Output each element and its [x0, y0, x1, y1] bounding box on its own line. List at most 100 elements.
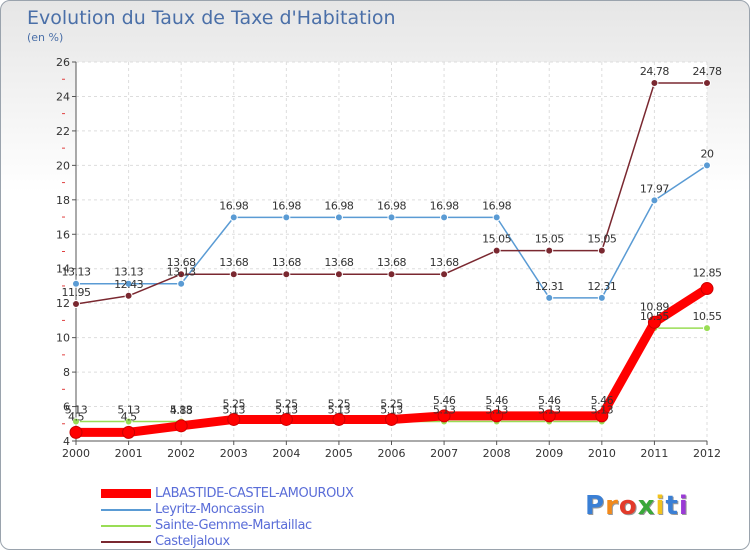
data-label: 5.25 [380, 397, 403, 410]
x-tick-label: 2000 [62, 447, 90, 460]
data-point [124, 279, 133, 288]
logo-letter: t [665, 491, 679, 521]
data-label: 10.55 [640, 310, 669, 323]
data-label: 13.68 [377, 256, 406, 269]
data-label: 4.5 [121, 410, 137, 423]
legend-swatch [101, 525, 151, 527]
data-label: 16.98 [482, 199, 511, 212]
data-label: 5.25 [275, 397, 298, 410]
data-label: 5.25 [223, 397, 246, 410]
x-tick-label: 2007 [430, 447, 458, 460]
y-tick-label: 24 [56, 90, 70, 103]
x-tick-label: 2005 [325, 447, 353, 460]
data-point [545, 293, 554, 302]
data-label: 13.68 [167, 256, 196, 269]
data-point [703, 79, 711, 88]
data-label: 5.13 [485, 404, 508, 417]
data-label: 13.68 [430, 256, 459, 269]
data-label: 4.5 [68, 410, 84, 423]
data-label: 11.95 [62, 286, 91, 299]
data-point [700, 282, 714, 296]
data-label: 13.13 [62, 266, 91, 279]
data-point [279, 412, 293, 426]
y-tick-label: 10 [56, 332, 70, 345]
data-label: 13.13 [167, 266, 196, 279]
data-label: 5.13 [591, 404, 614, 417]
data-point [229, 270, 238, 279]
data-label: 5.13 [275, 404, 298, 417]
data-label: 5.25 [328, 397, 351, 410]
data-label: 13.68 [272, 256, 301, 269]
data-point [124, 291, 133, 300]
x-tick-label: 2009 [535, 447, 563, 460]
logo-letter: P [585, 491, 606, 521]
data-point [227, 412, 241, 426]
y-tick-label: 20 [56, 159, 70, 172]
data-label: 24.78 [640, 65, 669, 78]
data-point [177, 279, 186, 288]
y-tick-label: 8 [63, 366, 70, 379]
data-point [72, 417, 80, 426]
x-tick-label: 2012 [693, 447, 721, 460]
y-tick-label: 22 [56, 125, 70, 138]
data-point [545, 246, 554, 255]
data-label: 15.05 [482, 233, 511, 246]
x-tick-label: 2003 [220, 447, 248, 460]
y-tick-label: 16 [56, 228, 70, 241]
data-label: 5.46 [433, 394, 456, 407]
data-label: 13.68 [219, 256, 248, 269]
line-chart: 4 6 8 10 12 14 16 18 20 22 24 26 2000 2001 2002 2003 200… [56, 56, 722, 460]
data-point [542, 409, 556, 423]
data-label: 4.88 [170, 404, 193, 417]
logo-letter: x [637, 491, 656, 521]
data-label: 16.98 [219, 199, 248, 212]
data-point [174, 419, 188, 433]
proxiti-logo: Proxiti [585, 491, 689, 521]
data-label: 16.98 [324, 199, 353, 212]
data-label: 17.97 [640, 182, 669, 195]
data-point [650, 196, 659, 205]
logo-letter: i [678, 491, 689, 521]
legend-label: LABASTIDE-CASTEL-AMOUROUX [155, 486, 354, 501]
y-tick-label: 12 [56, 297, 70, 310]
data-point [437, 409, 451, 423]
data-label: 12.85 [693, 267, 722, 280]
chart-title: Evolution du Taux de Taxe d'Habitation [27, 7, 396, 29]
data-point [72, 279, 80, 288]
data-point [282, 213, 291, 222]
x-tick-label: 2008 [483, 447, 511, 460]
data-point [490, 409, 504, 423]
data-point [387, 213, 396, 222]
y-tick-label: 26 [56, 56, 70, 69]
x-tick-label: 2010 [588, 447, 616, 460]
data-label: 15.05 [535, 233, 564, 246]
data-point [334, 270, 343, 279]
y-tick-label: 4 [63, 435, 70, 448]
chart-subtitle: (en %) [27, 31, 64, 44]
y-tick-label: 6 [63, 401, 70, 414]
x-tick-label: 2001 [115, 447, 143, 460]
legend-label: Sainte-Gemme-Martaillac [155, 518, 312, 533]
data-point [440, 213, 449, 222]
data-point [440, 270, 449, 279]
data-label: 20 [701, 147, 714, 160]
y-tick-label: 18 [56, 194, 70, 207]
data-label: 5.13 [65, 404, 88, 417]
data-point [595, 409, 609, 423]
data-point [703, 324, 711, 333]
data-label: 12.31 [587, 280, 616, 293]
x-tick-label: 2006 [378, 447, 406, 460]
data-label: 10.55 [693, 310, 722, 323]
data-point [229, 213, 238, 222]
data-point [124, 417, 133, 426]
data-label: 5.13 [223, 404, 246, 417]
data-point [282, 270, 291, 279]
legend-swatch [101, 541, 151, 543]
data-point [597, 293, 606, 302]
data-point [650, 79, 659, 88]
legend-label: Leyritz-Moncassin [155, 502, 265, 517]
data-point [492, 213, 501, 222]
data-label: 5.13 [538, 404, 561, 417]
y-tick-label: 14 [56, 263, 70, 276]
data-label: 10.89 [640, 300, 669, 313]
